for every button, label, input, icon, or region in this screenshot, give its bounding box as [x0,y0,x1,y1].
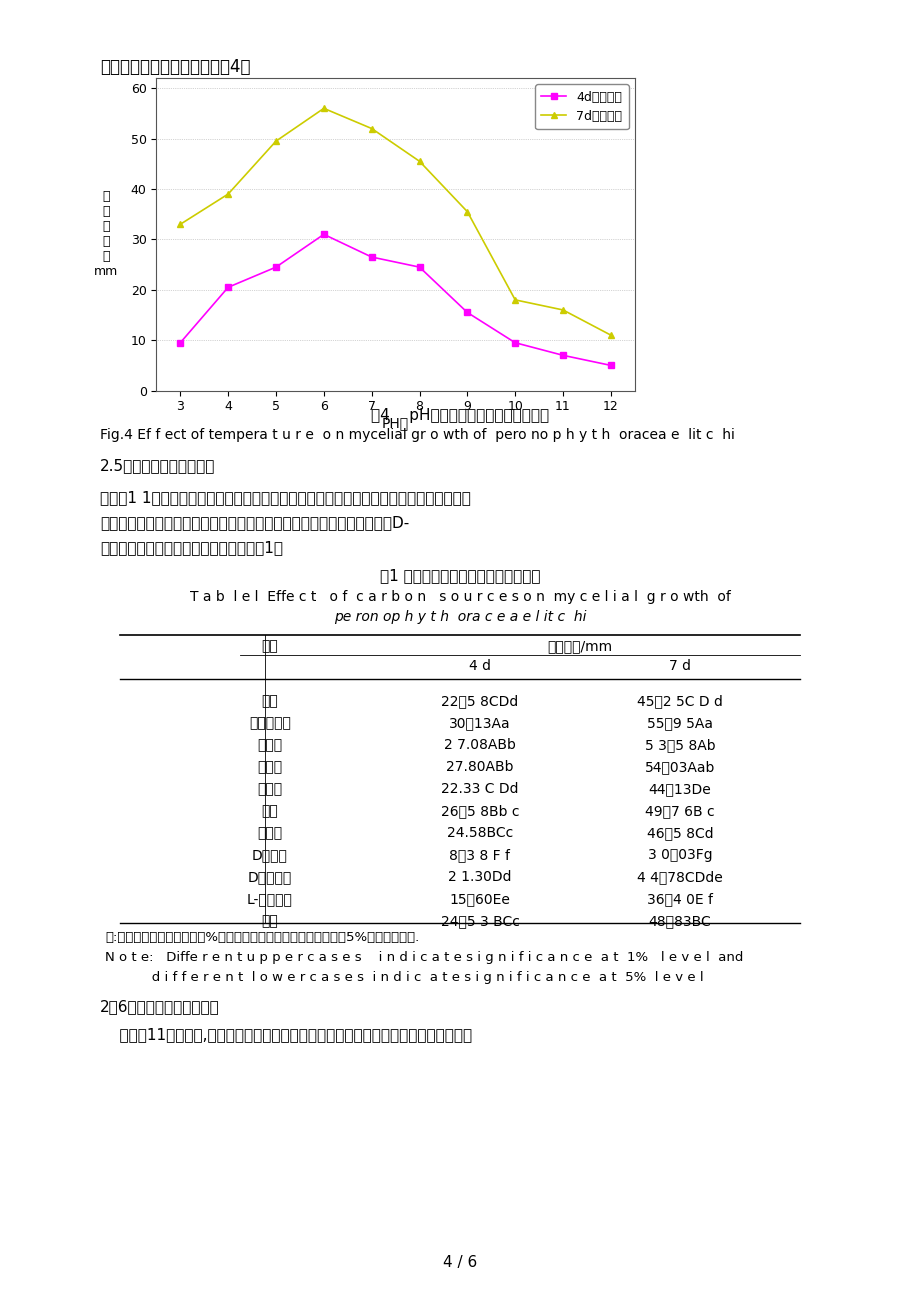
Text: 48。83BC: 48。83BC [648,914,710,928]
Text: 46。5 8Cd: 46。5 8Cd [646,827,712,840]
Line: 7d菌落直径: 7d菌落直径 [176,105,614,339]
7d菌落直径 [270,133,281,148]
Text: 乳糖: 乳糖 [261,694,278,708]
Text: 24.58BCc: 24.58BCc [447,827,513,840]
4d菌落直径 [270,259,281,275]
Text: 表1 碳源对荔枝霜疫霉菌丝生长的影响: 表1 碳源对荔枝霜疫霉菌丝生长的影响 [380,568,539,583]
Text: 图4    pH对荔枝霜疫霉菌丝生长的影响: 图4 pH对荔枝霜疫霉菌丝生长的影响 [370,408,549,423]
4d菌落直径 [175,335,186,350]
Text: 果糖为碳源的培养基上生长最慢。（见表1）: 果糖为碳源的培养基上生长最慢。（见表1） [100,540,283,555]
Text: 碳源: 碳源 [261,639,278,654]
4d菌落直径 [509,335,520,350]
7d菌落直径 [461,204,472,220]
Text: pe ron op h y t h  ora c e a e l it c  hi: pe ron op h y t h ora c e a e l it c hi [334,611,585,624]
Text: N o t e:   Diffe r e n t u p p e r c a s e s    i n d i c a t e s i g n i f i c : N o t e: Diffe r e n t u p p e r c a s e… [105,950,743,963]
Text: 44．13De: 44．13De [648,783,710,797]
Legend: 4d菌落直径, 7d菌落直径: 4d菌落直径, 7d菌落直径 [535,85,628,129]
Text: 蔗糖: 蔗糖 [261,805,278,819]
Text: 麦芽糖: 麦芽糖 [257,783,282,797]
Text: 露醇为碳源的培养基上菌丝生长最快，与其它碳源达极显著差异；而在以D-: 露醇为碳源的培养基上菌丝生长最快，与其它碳源达极显著差异；而在以D- [100,516,409,530]
7d菌落直径 [222,186,233,202]
Text: D一果糖: D一果糖 [252,849,288,862]
Text: 8．3 8 F f: 8．3 8 F f [449,849,510,862]
7d菌落直径 [509,292,520,307]
4d菌落直径 [605,358,616,374]
Text: 3 0。03Fg: 3 0。03Fg [647,849,711,862]
Text: 49．7 6B c: 49．7 6B c [644,805,714,819]
Text: 30．13Aa: 30．13Aa [448,716,510,730]
Text: D一半乳糖: D一半乳糖 [247,871,292,884]
X-axis label: PH值: PH值 [381,417,409,430]
Text: 5 3．5 8Ab: 5 3．5 8Ab [644,738,715,753]
Text: 山梨酸: 山梨酸 [257,738,282,753]
4d菌落直径 [461,305,472,320]
Text: 45．2 5C D d: 45．2 5C D d [636,694,722,708]
Text: 15。60Ee: 15。60Ee [449,892,510,906]
Text: 54。03Aab: 54。03Aab [644,760,714,775]
Text: 注:不同的大写字母代表在１%的显著性水平，不同小写字母代表在5%的显著性水平.: 注:不同的大写字母代表在１%的显著性水平，不同小写字母代表在5%的显著性水平. [105,931,419,944]
Text: 葡萄糖: 葡萄糖 [257,827,282,840]
4d菌落直径 [222,280,233,296]
Text: 26．5 8Bb c: 26．5 8Bb c [440,805,518,819]
7d菌落直径 [605,327,616,342]
Text: 36。4 0E f: 36。4 0E f [646,892,712,906]
4d菌落直径 [414,259,425,275]
Text: 24．5 3 BCc: 24．5 3 BCc [440,914,519,928]
Text: 22。5 8CDd: 22。5 8CDd [441,694,518,708]
Text: T a b  l e l  Effe c t   o f  c a r b o n   s o u r c e s o n  my c e l i a l  g: T a b l e l Effe c t o f c a r b o n s o… [189,590,730,604]
Text: 甘油: 甘油 [261,914,278,928]
Text: 菌落直径/mm: 菌落直径/mm [547,639,612,654]
7d菌落直径 [366,121,377,137]
Text: 2 1.30Dd: 2 1.30Dd [448,871,511,884]
Text: 甘露醇: 甘露醇 [257,760,282,775]
4d菌落直径 [366,249,377,264]
Text: 7 d: 7 d [668,659,690,673]
Text: 4 / 6: 4 / 6 [442,1255,477,1269]
Text: 2。6氮源对菌丝生长的影响: 2。6氮源对菌丝生长的影响 [100,999,220,1014]
4d菌落直径 [557,348,568,363]
Text: d i f f e r e n t  l o w e r c a s e s  i n d i c  a t e s i g n i f i c a n c e: d i f f e r e n t l o w e r c a s e s i … [105,971,703,984]
7d菌落直径 [318,100,329,116]
Text: 27.80ABb: 27.80ABb [446,760,513,775]
Text: 2 7.08ABb: 2 7.08ABb [444,738,516,753]
Text: L-阿拉伯糖: L-阿拉伯糖 [247,892,292,906]
Text: 4 d: 4 d [469,659,491,673]
Text: Fig.4 Ef f ect of tempera t u r e  o n mycelial gr o wth of  pero no p h y t h  : Fig.4 Ef f ect of tempera t u r e o n my… [100,428,734,441]
Text: 22.33 C Dd: 22.33 C Dd [441,783,518,797]
Text: 55。9 5Aa: 55。9 5Aa [646,716,712,730]
7d菌落直径 [175,216,186,232]
Text: 酸性条件适合菌丝生长（见图4）: 酸性条件适合菌丝生长（见图4） [100,59,250,76]
Text: 4 4．78CDde: 4 4．78CDde [637,871,722,884]
4d菌落直径 [318,227,329,242]
Line: 4d菌落直径: 4d菌落直径 [176,230,614,368]
Text: 2.5碳源对菌丝生长的影响: 2.5碳源对菌丝生长的影响 [100,458,215,473]
7d菌落直径 [414,154,425,169]
Y-axis label: 菌
落
直
径
／
mm: 菌 落 直 径 ／ mm [94,190,118,279]
Text: 供试的11种氮源中,在草酸铵和尿素上不利于荔枝霜疫霉菌菌丝生长，其他氮源都可促: 供试的11种氮源中,在草酸铵和尿素上不利于荔枝霜疫霉菌菌丝生长，其他氮源都可促 [100,1027,471,1042]
Text: 可溶性淀粉: 可溶性淀粉 [249,716,290,730]
7d菌落直径 [557,302,568,318]
Text: 供试的1 1种碳源中都可促进菌丝生长。其中荔枝霜疫霉菌菌丝在可溶性淀粉、山梨酸和甘: 供试的1 1种碳源中都可促进菌丝生长。其中荔枝霜疫霉菌菌丝在可溶性淀粉、山梨酸和… [100,490,471,505]
